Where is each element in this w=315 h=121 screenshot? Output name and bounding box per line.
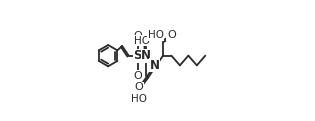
- Text: HO: HO: [131, 94, 147, 104]
- Text: H: H: [142, 36, 150, 45]
- Text: O: O: [133, 71, 142, 81]
- Text: N: N: [150, 59, 159, 72]
- Text: N: N: [141, 49, 152, 62]
- Text: O: O: [133, 31, 142, 41]
- Text: O: O: [135, 82, 144, 92]
- Text: S: S: [133, 49, 142, 62]
- Text: O: O: [167, 30, 176, 40]
- Text: HO: HO: [135, 36, 151, 45]
- Text: HO: HO: [148, 30, 164, 40]
